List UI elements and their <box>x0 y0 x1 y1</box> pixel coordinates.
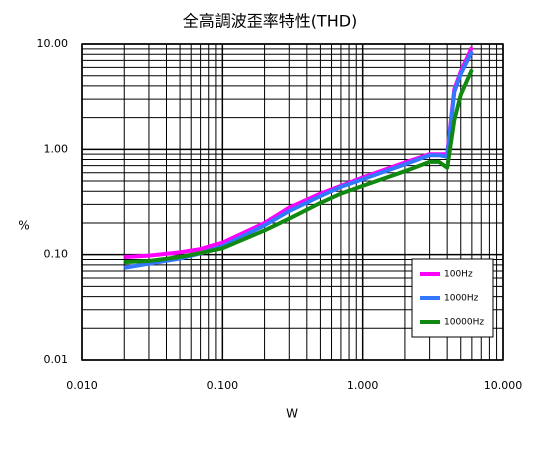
legend-label: 100Hz <box>444 270 473 280</box>
x-tick-label: 1.000 <box>347 379 379 392</box>
x-axis-label: W <box>286 407 298 421</box>
legend-label: 1000Hz <box>444 294 479 304</box>
y-tick-label: 0.10 <box>44 248 69 261</box>
y-tick-label: 10.00 <box>37 37 69 50</box>
plot-frame <box>81 43 504 361</box>
y-tick-label: 1.00 <box>44 142 69 155</box>
legend-label: 10000Hz <box>444 318 484 328</box>
legend: 100Hz 1000Hz 10000Hz <box>411 258 494 338</box>
series-line <box>124 68 474 265</box>
y-tick-label: 0.01 <box>44 353 69 366</box>
chart-title: 全高調波歪率特性(THD) <box>183 12 358 31</box>
y-axis-label: % <box>18 219 29 233</box>
x-tick-label: 0.010 <box>66 379 98 392</box>
x-tick-label: 10.000 <box>484 379 523 392</box>
x-tick-label: 0.100 <box>207 379 239 392</box>
